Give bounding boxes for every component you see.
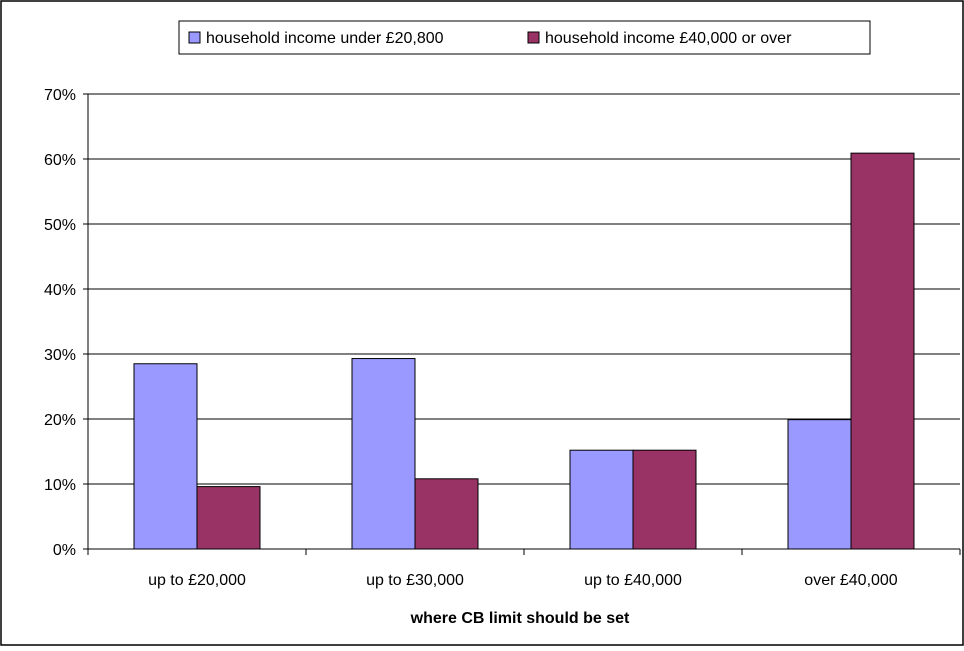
- y-tick-labels: 0% 10% 20% 30% 40% 50% 60% 70%: [44, 87, 76, 559]
- legend: household income under £20,800 household…: [178, 20, 871, 55]
- axes: [83, 93, 961, 555]
- legend-label-under-20800: household income under £20,800: [206, 30, 444, 47]
- y-tick-label: 20%: [44, 412, 76, 429]
- x-tick-label: up to £30,000: [366, 572, 464, 589]
- y-tick-label: 70%: [44, 87, 76, 104]
- x-axis-title: where CB limit should be set: [410, 610, 630, 627]
- legend-box: [178, 20, 871, 55]
- y-tick-label: 40%: [44, 282, 76, 299]
- x-tick-label: over £40,000: [804, 572, 898, 589]
- y-tick-label: 50%: [44, 217, 76, 234]
- y-tick-label: 30%: [44, 347, 76, 364]
- legend-swatch-under-20800: [188, 31, 201, 44]
- bar-under-20800: [133, 363, 198, 550]
- bar-40000-or-over: [414, 478, 479, 550]
- legend-label-40000-or-over: household income £40,000 or over: [545, 30, 792, 47]
- x-tick-label: up to £20,000: [148, 572, 246, 589]
- x-tick-labels: up to £20,000 up to £30,000 up to £40,000 o…: [148, 572, 898, 589]
- bars: [133, 152, 915, 550]
- bar-40000-or-over: [632, 449, 697, 550]
- x-tick-label: up to £40,000: [584, 572, 682, 589]
- y-tick-label: 10%: [44, 477, 76, 494]
- bar-under-20800: [569, 449, 634, 550]
- bar-40000-or-over: [850, 152, 915, 550]
- y-tick-label: 0%: [53, 542, 76, 559]
- bar-under-20800: [351, 358, 416, 550]
- y-tick-label: 60%: [44, 152, 76, 169]
- bar-under-20800: [787, 419, 852, 550]
- legend-swatch-40000-or-over: [527, 31, 540, 44]
- bar-40000-or-over: [196, 486, 261, 550]
